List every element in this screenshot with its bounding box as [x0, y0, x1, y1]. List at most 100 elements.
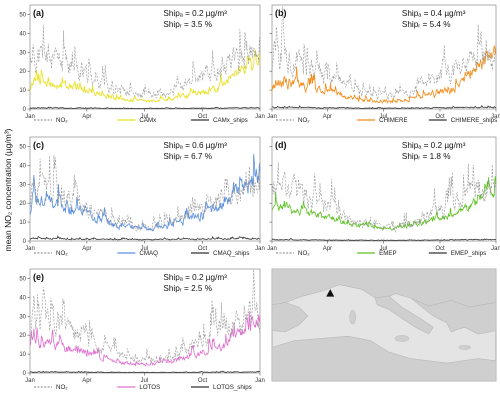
- series-line-chimere-ships: [271, 104, 497, 109]
- x-tick-label: Oct: [198, 378, 208, 384]
- panel-label: (c): [33, 140, 44, 150]
- legend-label: CMAQ: [139, 250, 158, 257]
- x-tick-label: Oct: [198, 114, 208, 120]
- y-tick-label: 0: [23, 107, 27, 113]
- y-tick-label: 50: [19, 276, 26, 282]
- y-axis-label: mean NO₂ concentration (µg/m³): [3, 128, 13, 251]
- x-tick-label: Jul: [141, 246, 149, 252]
- x-tick-label: Jul: [141, 114, 149, 120]
- ship-absolute: Shipₐ = 0.2 µg/m³: [163, 9, 227, 18]
- panel-label: (e): [33, 272, 44, 282]
- panel-lotos: 0 10 20 30 40 50 Jan Apr Jul Oct Jan (e) Shipₐ = 0.2…: [19, 268, 265, 391]
- series-line-cmaq: [29, 154, 261, 232]
- x-tick-label: Oct: [198, 246, 208, 252]
- plot-area: [271, 4, 497, 110]
- legend-label: NO₂: [56, 250, 68, 257]
- y-tick-label: 0: [23, 371, 27, 377]
- series-line-no-: [29, 24, 261, 99]
- legend: NO₂ CAMx CAMx_ships: [34, 117, 248, 124]
- y-tick-label: 50: [19, 144, 26, 150]
- legend-label: EMEP: [379, 250, 397, 257]
- legend-label: NO₂: [298, 117, 310, 124]
- legend: NO₂ CHIMERE CHIMERE_ships: [276, 117, 497, 124]
- y-tick-label: 50: [19, 12, 26, 18]
- series-line-cmaq-ships: [29, 234, 261, 241]
- ship-relative: Shipᵣ = 5.4 %: [402, 20, 451, 29]
- x-tick-label: Apr: [323, 114, 332, 120]
- panel-label: (a): [33, 8, 44, 18]
- italy-landmass: [374, 295, 434, 335]
- series-line-chimere: [271, 45, 497, 104]
- x-tick-label: Jan: [25, 378, 35, 384]
- sardinia-island: [349, 309, 356, 325]
- y-tick-label: 20: [19, 201, 26, 207]
- plot-area: [29, 4, 261, 110]
- ship-relative: Shipᵣ = 2.5 %: [163, 284, 212, 293]
- x-tick-label: Jan: [255, 114, 265, 120]
- panel-cmaq: 0 10 20 30 40 50 Jan Apr Jul Oct Jan (c) Shipₐ = 0.6…: [19, 136, 265, 257]
- panel-emep: Jan Apr Jul Oct Jan (d) Shipₐ = 0.2 µg/m³ Shipᵣ…: [267, 136, 500, 257]
- iberia-landmass: [271, 302, 309, 333]
- y-tick-label: 20: [19, 333, 26, 339]
- legend-label: NO₂: [298, 250, 310, 257]
- y-tick-label: 0: [23, 239, 27, 245]
- series-line-emep: [271, 176, 497, 231]
- legend: NO₂ CMAQ CMAQ_ships: [34, 250, 249, 257]
- series-line-no-: [29, 269, 261, 365]
- x-tick-label: Jan: [491, 114, 500, 120]
- y-tick-label: 10: [19, 352, 26, 358]
- legend-label: CMAQ_ships: [213, 250, 249, 257]
- y-tick-label: 10: [19, 88, 26, 94]
- x-tick-label: Jan: [25, 114, 35, 120]
- ship-absolute: Shipₐ = 0.4 µg/m³: [402, 9, 466, 18]
- series-line-camx: [29, 49, 261, 103]
- series-line-camx-ships: [29, 106, 260, 110]
- y-tick-label: 10: [19, 220, 26, 226]
- x-tick-label: Jul: [141, 378, 149, 384]
- legend-label: CAMx_ships: [213, 117, 248, 124]
- legend-label: LOTOS: [139, 384, 160, 391]
- legend-label: CHIMERE: [379, 117, 408, 124]
- panel-label: (b): [275, 8, 287, 18]
- x-tick-label: Jul: [380, 114, 388, 120]
- sicily-island: [394, 335, 410, 342]
- x-tick-label: Apr: [82, 246, 91, 252]
- ship-relative: Shipᵣ = 6.7 %: [163, 152, 212, 161]
- ship-absolute: Shipₐ = 0.2 µg/m³: [163, 273, 227, 282]
- legend-label: EMEP_ships: [451, 250, 486, 257]
- legend-label: CHIMERE_ships: [451, 117, 497, 124]
- x-tick-label: Jan: [267, 114, 277, 120]
- map-panel: [271, 268, 497, 382]
- legend: NO₂ LOTOS LOTOS_ships: [34, 384, 252, 391]
- crete-island: [458, 345, 471, 350]
- panel-chimere: Jan Apr Jul Oct Jan (b) Shipₐ = 0.4 µg/m³ Shipᵣ…: [267, 4, 500, 124]
- ship-absolute: Shipₐ = 0.2 µg/m³: [402, 141, 466, 150]
- plot-area: [271, 136, 497, 242]
- panel-camx: 0 10 20 30 40 50 Jan Apr Jul Oct Jan (a) Shipₐ = 0.2…: [19, 4, 265, 124]
- y-tick-label: 40: [19, 31, 26, 37]
- africa-landmass: [271, 335, 497, 382]
- station-marker-triangle-icon: [326, 289, 335, 297]
- series-line-no-: [271, 161, 497, 233]
- legend-label: LOTOS_ships: [213, 384, 252, 391]
- y-tick-label: 40: [19, 163, 26, 169]
- plot-area: [29, 268, 261, 374]
- ship-absolute: Shipₐ = 0.6 µg/m³: [163, 141, 227, 150]
- balkans-landmass: [410, 297, 497, 335]
- x-tick-label: Apr: [323, 246, 332, 252]
- legend-label: CAMx: [139, 117, 157, 124]
- x-tick-label: Jan: [267, 246, 277, 252]
- y-tick-label: 20: [19, 69, 26, 75]
- x-tick-label: Jan: [255, 378, 265, 384]
- x-tick-label: Apr: [82, 378, 91, 384]
- x-tick-label: Jul: [380, 246, 388, 252]
- y-tick-label: 30: [19, 50, 26, 56]
- series-line-lotos: [29, 311, 261, 367]
- y-tick-label: 40: [19, 295, 26, 301]
- panel-label: (d): [275, 140, 287, 150]
- x-tick-label: Oct: [435, 246, 445, 252]
- series-line-lotos-ships: [29, 370, 261, 374]
- series-line-no-: [30, 155, 261, 232]
- x-tick-label: Jan: [25, 246, 35, 252]
